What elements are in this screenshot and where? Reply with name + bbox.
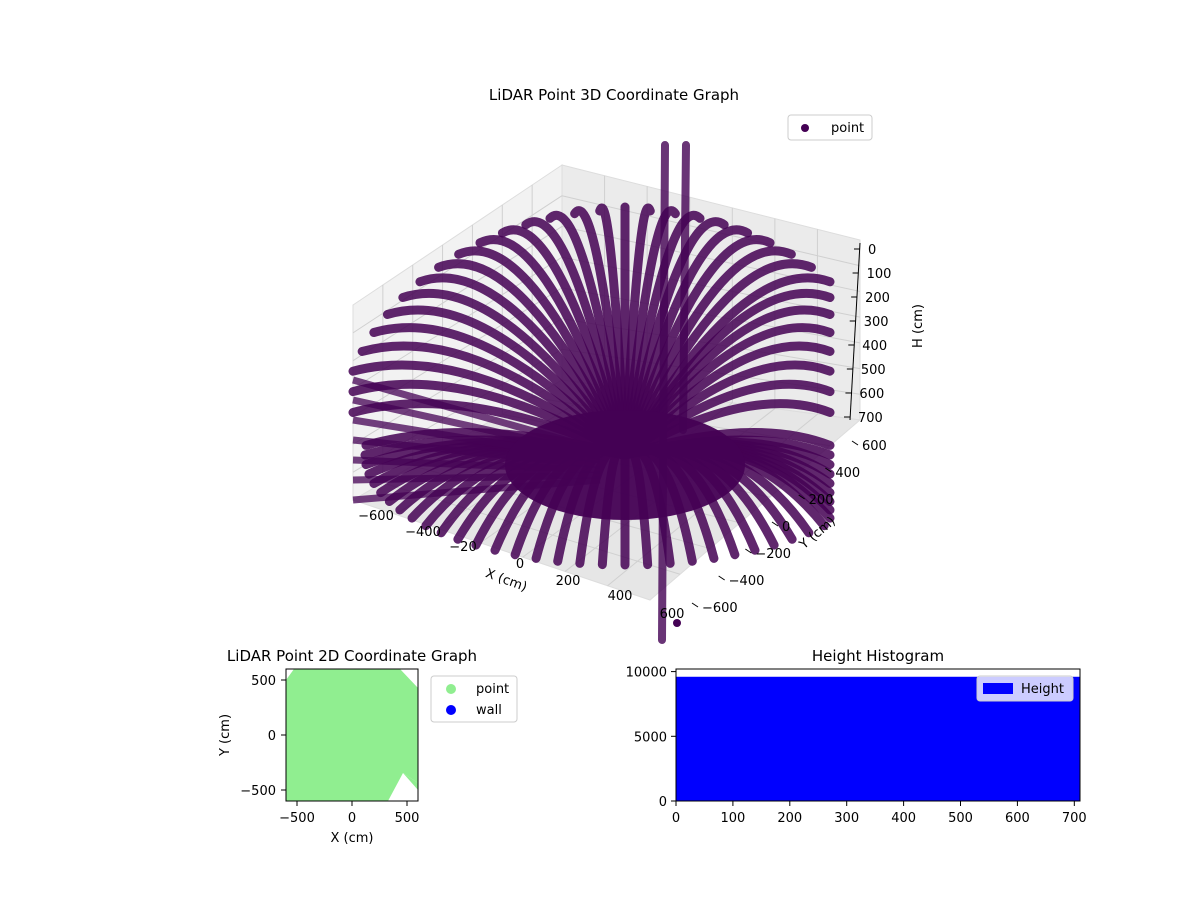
chart-2d-ylabel: Y (cm) <box>218 714 233 757</box>
chart-3d: LiDAR Point 3D Coordinate Graph 0 100 200 3… <box>348 86 926 644</box>
legend-label-point: point <box>831 121 864 136</box>
chart-2d-x-tick: 0 <box>348 811 356 826</box>
hist-x-tick: 600 <box>1005 811 1030 826</box>
z-tick-label: 100 <box>867 267 892 282</box>
y-tick-label: 400 <box>835 466 860 481</box>
x-tick-label: 600 <box>660 607 685 622</box>
hist-x-tick: 400 <box>891 811 916 826</box>
z-axis-label: H (cm) <box>911 304 926 348</box>
hist-x-tick: 100 <box>720 811 745 826</box>
corner-gap-tl <box>286 669 294 680</box>
vertical-scan-line <box>679 141 690 434</box>
x-tick-label: 400 <box>608 589 633 604</box>
hist-y-tick: 5000 <box>634 730 667 745</box>
chart-2d-x-tick: −500 <box>279 811 315 826</box>
chart-3d-title: LiDAR Point 3D Coordinate Graph <box>489 86 739 104</box>
chart-2d-ticks: −500 0 500 500 0 −500 <box>240 674 419 826</box>
chart-hist-legend: Height <box>976 675 1074 702</box>
chart-3d-legend: point <box>787 114 873 141</box>
point-cloud <box>348 141 835 644</box>
chart-2d-fill <box>286 669 418 801</box>
chart-2d: LiDAR Point 2D Coordinate Graph −500 0 500… <box>218 647 518 846</box>
chart-2d-y-tick: 0 <box>268 729 276 744</box>
x-tick-label: −400 <box>405 525 441 540</box>
legend-label-height: Height <box>1021 682 1064 697</box>
chart-hist-frame <box>675 668 1081 802</box>
x-tick-label: −20 <box>449 540 476 555</box>
x-ticks: −600 −400 −20 0 200 400 600 <box>358 509 684 622</box>
z-tick-label: 600 <box>859 387 884 402</box>
y-tick-label: −200 <box>755 547 791 562</box>
legend-marker-point <box>801 124 809 132</box>
chart-2d-y-tick: −500 <box>240 784 276 799</box>
chart-hist-ticks: 0 100 200 300 400 500 600 700 10000 5000 0 <box>626 666 1087 826</box>
legend-marker-wall <box>446 705 456 715</box>
hist-x-tick: 0 <box>672 811 680 826</box>
x-tick-label: −600 <box>358 509 394 524</box>
y-tick-label: 0 <box>782 520 790 535</box>
z-tick-label: 300 <box>864 315 889 330</box>
hist-x-tick: 700 <box>1062 811 1087 826</box>
chart-2d-x-tick: 500 <box>395 811 420 826</box>
z-tick-label: 200 <box>865 291 890 306</box>
hist-x-tick: 500 <box>948 811 973 826</box>
legend-label-point-2d: point <box>476 682 509 697</box>
chart-2d-legend: point wall <box>430 675 518 723</box>
legend-marker-height <box>983 683 1013 694</box>
legend-marker-point-2d <box>446 684 456 694</box>
y-tick-label: −400 <box>729 574 765 589</box>
y-tick-label: 600 <box>862 439 887 454</box>
stray-point <box>673 619 681 627</box>
corner-gap-tr <box>400 669 418 688</box>
chart-2d-y-tick: 500 <box>251 674 276 689</box>
y-tick-label: 200 <box>809 493 834 508</box>
hist-y-tick: 0 <box>659 795 667 810</box>
corner-gap-br2 <box>403 773 418 790</box>
z-ticks: 0 100 200 300 400 500 600 700 <box>844 243 891 426</box>
vertical-scan-line <box>658 141 669 644</box>
legend-label-wall: wall <box>476 703 502 718</box>
chart-2d-title: LiDAR Point 2D Coordinate Graph <box>227 647 477 665</box>
hist-y-tick: 10000 <box>626 666 667 681</box>
z-tick-label: 400 <box>862 339 887 354</box>
y-tick-label: −600 <box>702 601 738 616</box>
hist-x-tick: 200 <box>777 811 802 826</box>
x-tick-label: 200 <box>556 574 581 589</box>
chart-2d-xlabel: X (cm) <box>331 831 374 846</box>
x-tick-label: 0 <box>516 557 524 572</box>
z-tick-label: 700 <box>858 411 883 426</box>
chart-hist: Height Histogram 0 100 200 300 400 500 600 700 1… <box>626 647 1087 826</box>
dense-core <box>505 410 745 520</box>
chart-hist-title: Height Histogram <box>812 647 944 665</box>
z-tick-label: 500 <box>861 363 886 378</box>
hist-x-tick: 300 <box>834 811 859 826</box>
z-tick-label: 0 <box>868 243 876 258</box>
